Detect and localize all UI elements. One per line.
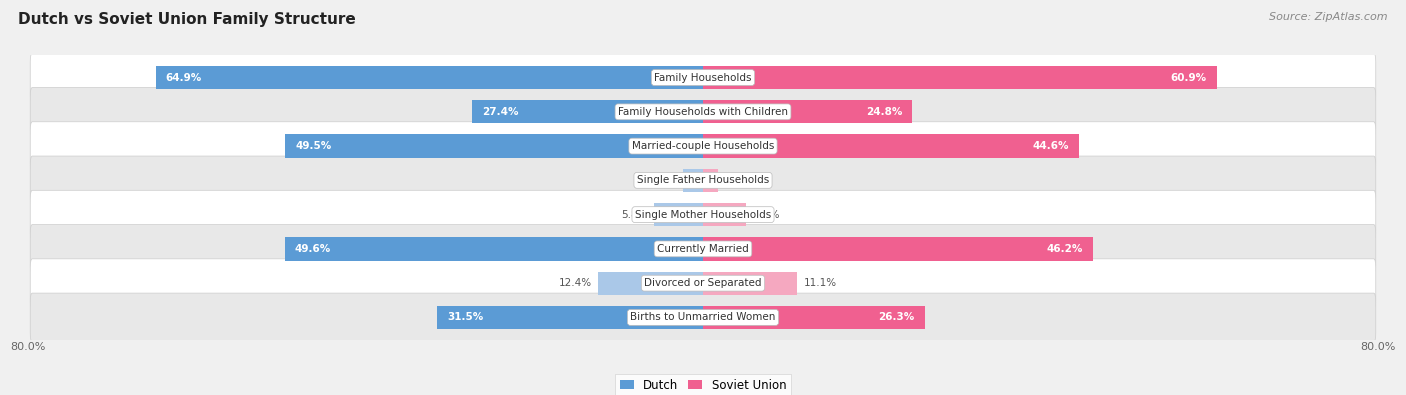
Text: Single Mother Households: Single Mother Households [636, 210, 770, 220]
Text: 5.1%: 5.1% [752, 210, 779, 220]
Bar [472, 100, 703, 124]
Bar [703, 169, 718, 192]
FancyBboxPatch shape [31, 156, 1375, 205]
Text: 11.1%: 11.1% [803, 278, 837, 288]
Text: Family Households with Children: Family Households with Children [619, 107, 787, 117]
Bar [683, 169, 703, 192]
Text: Married-couple Households: Married-couple Households [631, 141, 775, 151]
Text: Dutch vs Soviet Union Family Structure: Dutch vs Soviet Union Family Structure [18, 12, 356, 27]
Bar [284, 237, 703, 261]
Text: 44.6%: 44.6% [1032, 141, 1069, 151]
Text: 60.9%: 60.9% [1171, 73, 1206, 83]
FancyBboxPatch shape [31, 190, 1375, 239]
Bar [599, 271, 703, 295]
Text: 49.5%: 49.5% [295, 141, 332, 151]
Text: 49.6%: 49.6% [295, 244, 330, 254]
Bar [703, 100, 912, 124]
Bar [654, 203, 703, 226]
Text: Family Households: Family Households [654, 73, 752, 83]
Bar [156, 66, 703, 89]
Text: Source: ZipAtlas.com: Source: ZipAtlas.com [1270, 12, 1388, 22]
Bar [703, 271, 797, 295]
Legend: Dutch, Soviet Union: Dutch, Soviet Union [614, 374, 792, 395]
Text: Births to Unmarried Women: Births to Unmarried Women [630, 312, 776, 322]
Text: Divorced or Separated: Divorced or Separated [644, 278, 762, 288]
Bar [437, 306, 703, 329]
Text: 1.8%: 1.8% [725, 175, 751, 185]
Bar [703, 66, 1216, 89]
Bar [703, 203, 747, 226]
FancyBboxPatch shape [31, 259, 1375, 307]
Bar [703, 134, 1080, 158]
Text: 26.3%: 26.3% [879, 312, 915, 322]
Text: 2.4%: 2.4% [650, 175, 676, 185]
FancyBboxPatch shape [31, 122, 1375, 170]
Bar [703, 237, 1092, 261]
Text: 27.4%: 27.4% [482, 107, 519, 117]
Text: 12.4%: 12.4% [558, 278, 592, 288]
Text: Currently Married: Currently Married [657, 244, 749, 254]
FancyBboxPatch shape [31, 225, 1375, 273]
Text: 24.8%: 24.8% [866, 107, 903, 117]
Text: 46.2%: 46.2% [1046, 244, 1083, 254]
Text: 31.5%: 31.5% [447, 312, 484, 322]
FancyBboxPatch shape [31, 88, 1375, 136]
Bar [703, 306, 925, 329]
Text: 64.9%: 64.9% [166, 73, 202, 83]
FancyBboxPatch shape [31, 53, 1375, 102]
Text: Single Father Households: Single Father Households [637, 175, 769, 185]
Bar [285, 134, 703, 158]
FancyBboxPatch shape [31, 293, 1375, 342]
Text: 5.8%: 5.8% [621, 210, 647, 220]
